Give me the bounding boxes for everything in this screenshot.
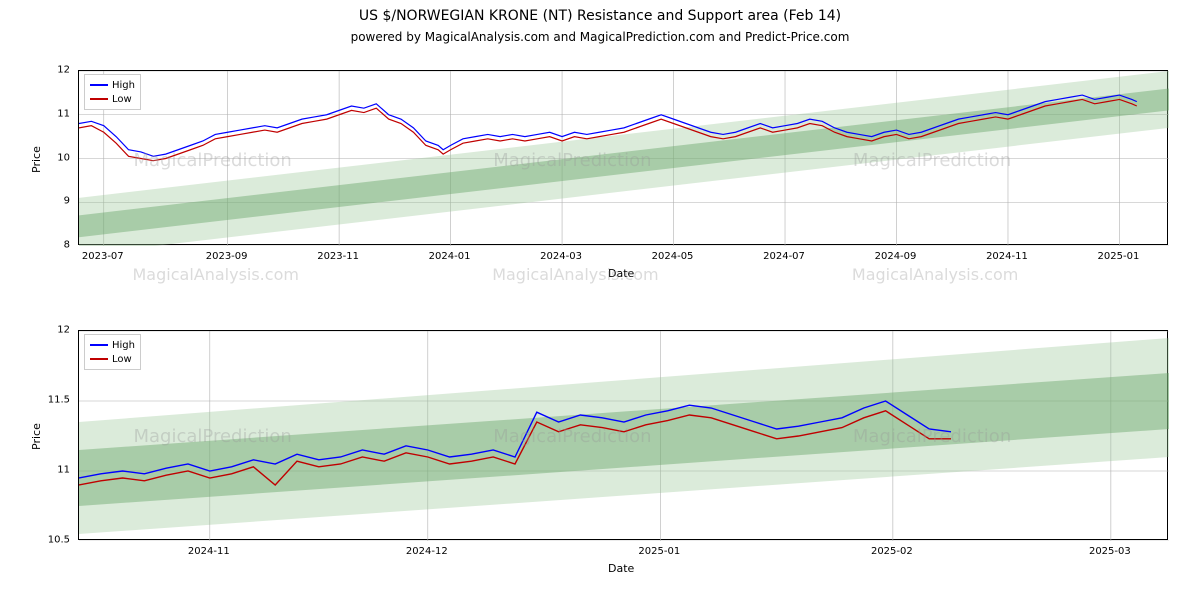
x-tick-label: 2024-01 (429, 251, 471, 262)
legend-line-icon (90, 344, 108, 346)
y-tick-label: 8 (42, 240, 70, 251)
y-tick-label: 12 (42, 325, 70, 336)
watermark: MagicalAnalysis.com (852, 265, 1018, 284)
bottom-plot-area: MagicalPredictionMagicalPredictionMagica… (78, 330, 1168, 540)
y-tick-label: 11 (42, 465, 70, 476)
chart-svg (79, 71, 1169, 246)
legend-item: Low (90, 92, 135, 106)
watermark: MagicalAnalysis.com (133, 265, 299, 284)
legend-label: High (112, 340, 135, 351)
x-tick-label: 2024-11 (188, 546, 230, 557)
x-tick-label: 2025-01 (638, 546, 680, 557)
bottom-xlabel: Date (608, 562, 634, 575)
chart-title: US $/NORWEGIAN KRONE (NT) Resistance and… (0, 8, 1200, 24)
y-tick-label: 9 (42, 196, 70, 207)
legend-item: High (90, 338, 135, 352)
legend-line-icon (90, 84, 108, 86)
x-tick-label: 2025-01 (1098, 251, 1140, 262)
x-tick-label: 2025-02 (871, 546, 913, 557)
legend-item: Low (90, 352, 135, 366)
legend-line-icon (90, 358, 108, 360)
y-tick-label: 11 (42, 108, 70, 119)
y-tick-label: 11.5 (42, 395, 70, 406)
legend-label: Low (112, 354, 132, 365)
legend-label: High (112, 80, 135, 91)
top-xlabel: Date (608, 267, 634, 280)
x-tick-label: 2023-07 (82, 251, 124, 262)
x-tick-label: 2024-05 (652, 251, 694, 262)
top-legend: High Low (84, 74, 141, 110)
legend-line-icon (90, 98, 108, 100)
x-tick-label: 2023-11 (317, 251, 359, 262)
x-tick-label: 2024-09 (875, 251, 917, 262)
legend-label: Low (112, 94, 132, 105)
y-tick-label: 12 (42, 65, 70, 76)
chart-svg (79, 331, 1169, 541)
chart-subtitle: powered by MagicalAnalysis.com and Magic… (0, 30, 1200, 44)
x-tick-label: 2023-09 (206, 251, 248, 262)
y-tick-label: 10.5 (42, 535, 70, 546)
bottom-ylabel: Price (30, 423, 43, 450)
x-tick-label: 2024-03 (540, 251, 582, 262)
x-tick-label: 2024-12 (406, 546, 448, 557)
legend-item: High (90, 78, 135, 92)
top-plot-area: MagicalPredictionMagicalPredictionMagica… (78, 70, 1168, 245)
x-tick-label: 2025-03 (1089, 546, 1131, 557)
bottom-legend: High Low (84, 334, 141, 370)
x-tick-label: 2024-11 (986, 251, 1028, 262)
y-tick-label: 10 (42, 152, 70, 163)
x-tick-label: 2024-07 (763, 251, 805, 262)
